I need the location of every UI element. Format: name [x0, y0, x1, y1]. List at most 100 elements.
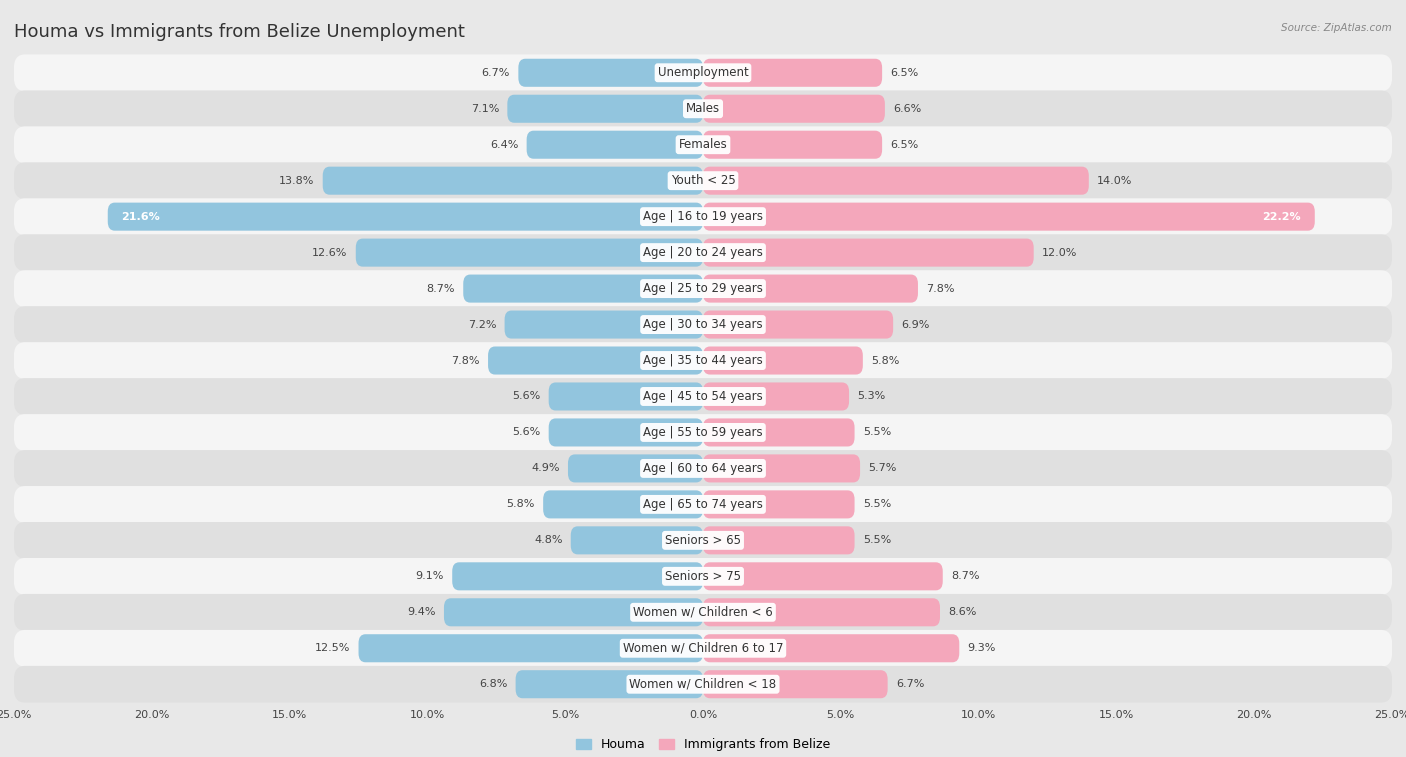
Text: Age | 60 to 64 years: Age | 60 to 64 years — [643, 462, 763, 475]
FancyBboxPatch shape — [703, 59, 882, 87]
Text: 5.5%: 5.5% — [863, 500, 891, 509]
Text: 6.6%: 6.6% — [893, 104, 921, 114]
Text: 8.7%: 8.7% — [950, 572, 980, 581]
FancyBboxPatch shape — [703, 526, 855, 554]
Text: 12.0%: 12.0% — [1042, 248, 1077, 257]
Text: Age | 65 to 74 years: Age | 65 to 74 years — [643, 498, 763, 511]
Text: Males: Males — [686, 102, 720, 115]
Text: Seniors > 75: Seniors > 75 — [665, 570, 741, 583]
Text: 8.7%: 8.7% — [426, 284, 456, 294]
Legend: Houma, Immigrants from Belize: Houma, Immigrants from Belize — [571, 734, 835, 756]
FancyBboxPatch shape — [14, 450, 1392, 487]
FancyBboxPatch shape — [14, 234, 1392, 271]
Text: Females: Females — [679, 139, 727, 151]
FancyBboxPatch shape — [703, 562, 943, 590]
FancyBboxPatch shape — [14, 486, 1392, 523]
Text: 9.4%: 9.4% — [408, 607, 436, 617]
Text: 6.7%: 6.7% — [896, 679, 924, 689]
FancyBboxPatch shape — [14, 126, 1392, 163]
FancyBboxPatch shape — [703, 95, 884, 123]
FancyBboxPatch shape — [14, 342, 1392, 378]
FancyBboxPatch shape — [14, 558, 1392, 595]
Text: Women w/ Children < 6: Women w/ Children < 6 — [633, 606, 773, 618]
FancyBboxPatch shape — [14, 594, 1392, 631]
FancyBboxPatch shape — [516, 670, 703, 698]
FancyBboxPatch shape — [703, 670, 887, 698]
FancyBboxPatch shape — [703, 598, 941, 626]
Text: 22.2%: 22.2% — [1263, 212, 1301, 222]
Text: 9.1%: 9.1% — [416, 572, 444, 581]
Text: 5.3%: 5.3% — [858, 391, 886, 401]
FancyBboxPatch shape — [323, 167, 703, 195]
FancyBboxPatch shape — [488, 347, 703, 375]
Text: 13.8%: 13.8% — [278, 176, 315, 185]
Text: 5.5%: 5.5% — [863, 535, 891, 545]
FancyBboxPatch shape — [356, 238, 703, 266]
FancyBboxPatch shape — [108, 203, 703, 231]
FancyBboxPatch shape — [14, 270, 1392, 307]
Text: Source: ZipAtlas.com: Source: ZipAtlas.com — [1281, 23, 1392, 33]
FancyBboxPatch shape — [463, 275, 703, 303]
FancyBboxPatch shape — [703, 131, 882, 159]
Text: 5.8%: 5.8% — [506, 500, 534, 509]
FancyBboxPatch shape — [14, 162, 1392, 199]
Text: 9.3%: 9.3% — [967, 643, 995, 653]
Text: 5.6%: 5.6% — [512, 391, 540, 401]
Text: Unemployment: Unemployment — [658, 67, 748, 79]
Text: 8.6%: 8.6% — [948, 607, 977, 617]
Text: 6.5%: 6.5% — [890, 140, 918, 150]
FancyBboxPatch shape — [571, 526, 703, 554]
FancyBboxPatch shape — [548, 419, 703, 447]
FancyBboxPatch shape — [14, 630, 1392, 667]
Text: 6.5%: 6.5% — [890, 68, 918, 78]
FancyBboxPatch shape — [14, 55, 1392, 91]
Text: 12.5%: 12.5% — [315, 643, 350, 653]
FancyBboxPatch shape — [519, 59, 703, 87]
Text: 7.8%: 7.8% — [927, 284, 955, 294]
FancyBboxPatch shape — [14, 414, 1392, 451]
Text: 7.8%: 7.8% — [451, 356, 479, 366]
Text: 5.7%: 5.7% — [869, 463, 897, 473]
Text: Seniors > 65: Seniors > 65 — [665, 534, 741, 547]
FancyBboxPatch shape — [703, 634, 959, 662]
Text: Age | 30 to 34 years: Age | 30 to 34 years — [643, 318, 763, 331]
Text: 6.7%: 6.7% — [482, 68, 510, 78]
FancyBboxPatch shape — [703, 454, 860, 482]
Text: Youth < 25: Youth < 25 — [671, 174, 735, 187]
Text: 6.9%: 6.9% — [901, 319, 929, 329]
Text: Women w/ Children 6 to 17: Women w/ Children 6 to 17 — [623, 642, 783, 655]
FancyBboxPatch shape — [703, 203, 1315, 231]
FancyBboxPatch shape — [14, 522, 1392, 559]
FancyBboxPatch shape — [453, 562, 703, 590]
Text: 5.6%: 5.6% — [512, 428, 540, 438]
FancyBboxPatch shape — [505, 310, 703, 338]
FancyBboxPatch shape — [703, 419, 855, 447]
Text: Age | 55 to 59 years: Age | 55 to 59 years — [643, 426, 763, 439]
Text: 7.1%: 7.1% — [471, 104, 499, 114]
Text: 7.2%: 7.2% — [468, 319, 496, 329]
FancyBboxPatch shape — [568, 454, 703, 482]
Text: Age | 25 to 29 years: Age | 25 to 29 years — [643, 282, 763, 295]
FancyBboxPatch shape — [14, 666, 1392, 702]
Text: Age | 16 to 19 years: Age | 16 to 19 years — [643, 210, 763, 223]
FancyBboxPatch shape — [703, 491, 855, 519]
Text: 5.5%: 5.5% — [863, 428, 891, 438]
FancyBboxPatch shape — [703, 167, 1088, 195]
FancyBboxPatch shape — [14, 306, 1392, 343]
FancyBboxPatch shape — [703, 347, 863, 375]
Text: Houma vs Immigrants from Belize Unemployment: Houma vs Immigrants from Belize Unemploy… — [14, 23, 465, 41]
FancyBboxPatch shape — [548, 382, 703, 410]
Text: Women w/ Children < 18: Women w/ Children < 18 — [630, 678, 776, 690]
Text: 6.4%: 6.4% — [489, 140, 519, 150]
Text: 4.8%: 4.8% — [534, 535, 562, 545]
Text: 5.8%: 5.8% — [872, 356, 900, 366]
FancyBboxPatch shape — [703, 382, 849, 410]
Text: 12.6%: 12.6% — [312, 248, 347, 257]
FancyBboxPatch shape — [14, 90, 1392, 127]
FancyBboxPatch shape — [444, 598, 703, 626]
FancyBboxPatch shape — [527, 131, 703, 159]
Text: Age | 45 to 54 years: Age | 45 to 54 years — [643, 390, 763, 403]
FancyBboxPatch shape — [703, 275, 918, 303]
Text: 6.8%: 6.8% — [479, 679, 508, 689]
FancyBboxPatch shape — [359, 634, 703, 662]
